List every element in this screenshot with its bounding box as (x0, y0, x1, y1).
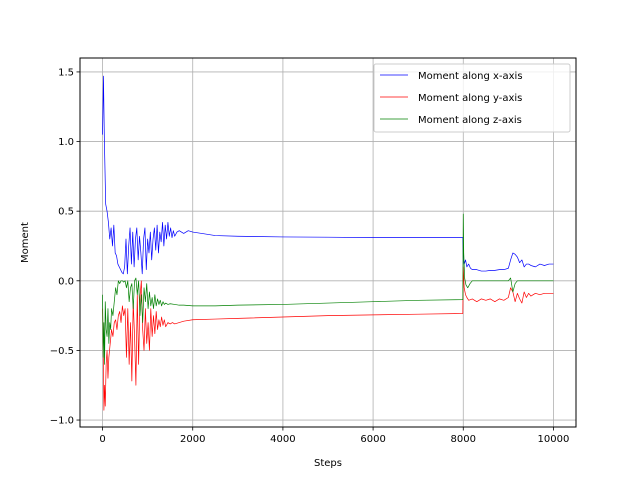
y-tick-label: 1.5 (58, 67, 74, 78)
y-tick-label: −1.0 (50, 416, 74, 427)
legend-box (373, 63, 571, 133)
plot-frame (79, 57, 577, 428)
series-line-0 (102, 75, 554, 275)
series-line-2 (102, 213, 554, 365)
legend-entry-label: Moment along y-axis (418, 93, 522, 104)
legend-entry-label: Moment along x-axis (418, 71, 523, 82)
y-axis-label: Moment (20, 222, 31, 263)
x-tick-label: 4000 (270, 434, 295, 445)
y-axis-ticks: −1.0 −0.5 0.0 0.5 1.0 1.5 (50, 67, 80, 427)
x-tick-label: 6000 (360, 434, 385, 445)
x-tick-label: 2000 (180, 434, 205, 445)
y-tick-label: 0.5 (58, 207, 74, 218)
series-line-1 (102, 266, 554, 411)
y-tick-label: 1.0 (58, 137, 74, 148)
x-tick-label: 0 (99, 434, 105, 445)
x-axis-ticks: 0 2000 4000 6000 8000 10000 (99, 427, 569, 445)
series-lines (102, 75, 554, 411)
y-tick-label: −0.5 (50, 346, 74, 357)
x-tick-label: 10000 (538, 434, 570, 445)
legend-entry-label: Moment along z-axis (418, 115, 522, 126)
x-tick-label: 8000 (451, 434, 476, 445)
x-axis-label: Steps (314, 458, 342, 469)
y-tick-label: 0.0 (58, 276, 74, 287)
legend: Moment along x-axis Moment along y-axis Mo… (373, 63, 571, 133)
